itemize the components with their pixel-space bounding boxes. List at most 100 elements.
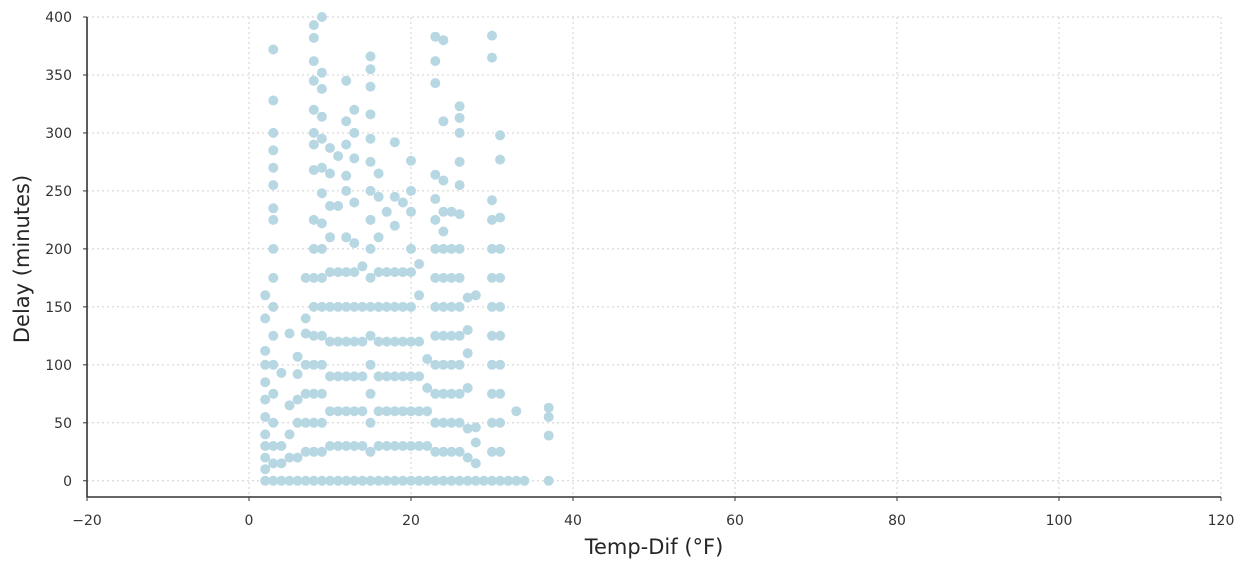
data-point [325,406,335,417]
data-point [333,336,344,347]
data-point [292,475,303,486]
data-point [487,388,497,399]
data-point [389,441,400,451]
data-point [454,417,465,428]
data-point [365,133,376,144]
data-point [365,272,376,283]
data-point [543,430,554,441]
data-point [349,153,360,164]
data-point [365,156,376,167]
data-point [446,330,457,341]
data-point [438,417,449,428]
data-point [268,95,279,106]
data-point [373,168,384,179]
data-point [316,218,327,229]
data-point [487,272,497,283]
data-point [487,214,497,225]
data-point [365,388,376,399]
data-point [430,475,441,486]
data-point [389,336,400,347]
data-point [268,145,279,156]
data-point [308,475,319,486]
x-tick-label: 120 [1208,513,1235,529]
data-point [422,475,433,486]
data-point [308,301,319,312]
data-point [300,446,311,457]
data-point [495,475,506,486]
data-point [292,351,303,362]
data-point [414,441,425,451]
data-point [260,475,271,486]
data-point [430,446,441,457]
data-point [438,206,449,217]
data-point [389,371,400,382]
data-point [406,301,416,312]
data-point [397,267,408,278]
data-point [349,441,360,451]
data-point [397,301,408,312]
data-point [365,64,376,75]
data-point [268,272,279,283]
data-point [454,127,465,138]
data-point [300,313,311,324]
data-point [389,191,400,202]
data-point [487,446,497,457]
data-point [487,52,497,63]
data-point [349,301,360,312]
data-point [349,238,360,249]
data-point [357,261,368,272]
data-point [397,336,408,347]
data-point [300,417,311,428]
data-point [454,330,465,341]
data-point [300,272,311,283]
data-point [381,206,392,217]
data-point [487,243,497,254]
data-point [325,441,335,451]
data-point [381,267,392,278]
data-point [495,301,506,312]
data-point [389,267,400,278]
data-point [446,388,457,399]
data-point [325,336,335,347]
data-point [470,458,481,469]
data-point [414,475,425,486]
data-point [454,209,465,220]
data-point [373,441,384,451]
data-point [495,330,506,341]
data-point [406,206,416,217]
data-point [446,243,457,254]
data-point [487,301,497,312]
data-point [308,359,319,370]
data-point [478,475,489,486]
data-point [349,336,360,347]
data-point [487,417,497,428]
data-point [462,423,473,434]
data-point [260,313,271,324]
data-point [325,267,335,278]
data-point [381,441,392,451]
data-point [454,180,465,191]
data-point [446,359,457,370]
data-point [316,133,327,144]
data-point [487,359,497,370]
data-point [300,388,311,399]
data-point [308,272,319,283]
data-point [316,162,327,173]
data-point [454,475,465,486]
data-point [341,371,352,382]
data-point [406,475,416,486]
y-tick-label: 150 [45,300,72,316]
data-point [430,56,441,67]
data-point [422,383,433,393]
data-point [454,446,465,457]
data-point [511,475,522,486]
data-point [316,388,327,399]
data-point [365,417,376,428]
data-point [454,301,465,312]
data-point [349,104,360,115]
data-point [365,475,376,486]
data-point [341,301,352,312]
data-point [341,232,352,243]
data-point [268,203,279,214]
